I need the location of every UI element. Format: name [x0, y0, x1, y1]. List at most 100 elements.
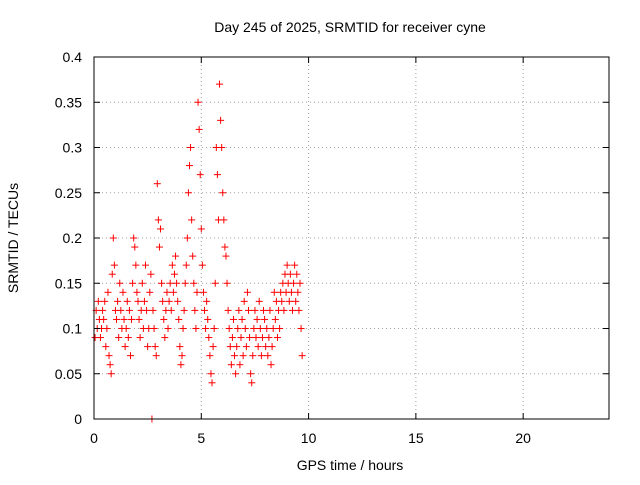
data-point — [240, 297, 248, 305]
y-tick-label: 0.25 — [55, 185, 82, 201]
data-point — [242, 343, 250, 351]
data-point — [223, 279, 231, 287]
data-point — [232, 370, 240, 378]
data-point — [179, 325, 187, 332]
data-point — [258, 334, 266, 342]
data-point — [121, 343, 129, 351]
data-point — [222, 252, 230, 260]
data-point — [191, 306, 199, 314]
data-point — [100, 315, 108, 323]
data-point — [120, 315, 128, 323]
data-point — [168, 261, 176, 269]
data-point — [233, 343, 241, 351]
data-point — [225, 325, 233, 332]
data-point — [170, 270, 178, 278]
data-point — [108, 270, 116, 278]
data-point — [213, 171, 221, 179]
data-point — [197, 225, 205, 233]
data-point — [99, 306, 107, 314]
data-point — [210, 325, 218, 332]
data-point — [199, 288, 207, 296]
y-tick-label: 0.4 — [63, 49, 83, 65]
data-point — [194, 98, 202, 106]
x-tick-label: 10 — [301, 430, 317, 446]
data-point — [175, 315, 183, 323]
data-point — [217, 116, 225, 124]
data-point — [253, 315, 261, 323]
data-point — [147, 270, 155, 278]
data-point — [154, 216, 162, 224]
data-point — [249, 352, 257, 360]
data-point — [153, 180, 161, 188]
data-point — [152, 352, 160, 360]
data-point — [161, 334, 169, 342]
data-point — [185, 162, 193, 170]
data-point — [219, 189, 227, 197]
data-point — [263, 325, 271, 332]
data-point — [290, 279, 298, 287]
data-point — [206, 352, 214, 360]
data-point — [211, 279, 219, 287]
data-point — [144, 343, 152, 351]
data-point — [266, 306, 274, 314]
data-point — [178, 352, 186, 360]
data-point — [239, 352, 247, 360]
data-point — [94, 297, 102, 305]
data-point — [256, 325, 264, 332]
data-point — [205, 334, 213, 342]
data-point — [288, 306, 296, 314]
data-point — [110, 261, 118, 269]
data-point — [102, 343, 110, 351]
data-point — [140, 297, 148, 305]
y-tick-label: 0.2 — [63, 230, 83, 246]
x-tick-label: 5 — [197, 430, 205, 446]
data-point — [135, 315, 143, 323]
chart-title: Day 245 of 2025, SRMTID for receiver cyn… — [214, 19, 486, 35]
data-point — [251, 306, 259, 314]
data-point — [283, 261, 291, 269]
data-point — [193, 288, 201, 296]
data-point — [287, 288, 295, 296]
y-tick-label: 0.05 — [55, 366, 82, 382]
x-tick-label: 20 — [515, 430, 531, 446]
grid-layer — [94, 57, 609, 419]
data-point — [235, 306, 243, 314]
data-point — [257, 352, 265, 360]
data-point — [245, 306, 252, 314]
data-point — [203, 297, 211, 305]
data-point — [234, 325, 242, 332]
data-point — [228, 334, 236, 342]
data-point — [268, 343, 276, 351]
data-point — [278, 297, 286, 305]
data-point — [224, 306, 232, 314]
data-point — [250, 325, 258, 332]
data-point — [174, 297, 182, 305]
data-point — [187, 144, 195, 151]
data-point — [160, 315, 168, 323]
data-point — [188, 216, 196, 224]
data-point — [271, 315, 279, 323]
data-point — [138, 279, 146, 287]
data-point — [149, 306, 157, 314]
data-point — [192, 325, 200, 332]
data-point — [181, 279, 189, 287]
data-point — [107, 370, 115, 378]
data-point — [298, 352, 306, 360]
data-point — [157, 225, 165, 233]
data-point — [195, 125, 203, 133]
data-point — [297, 325, 305, 332]
data-point — [276, 325, 284, 332]
data-point — [196, 171, 204, 179]
tick-layer: 0 0.05 0.1 0.15 0.2 0.25 0.3 0.35 0.4 0 5 10 15 20 — [55, 49, 609, 446]
data-point — [261, 315, 269, 323]
data-point — [176, 343, 184, 351]
data-point — [291, 261, 299, 269]
x-axis-label: GPS time / hours — [297, 457, 404, 473]
data-point — [155, 243, 163, 251]
data-point — [119, 288, 127, 296]
data-point — [296, 279, 304, 287]
data-point — [133, 288, 141, 296]
data-point — [264, 352, 272, 360]
y-tick-label: 0.1 — [63, 321, 83, 337]
